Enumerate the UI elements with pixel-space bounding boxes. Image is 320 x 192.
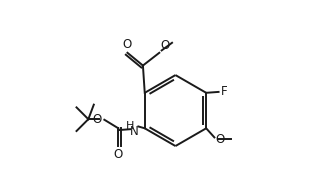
Text: H: H — [125, 121, 134, 131]
Text: O: O — [122, 38, 131, 51]
Text: O: O — [216, 133, 225, 146]
Text: O: O — [114, 148, 123, 161]
Text: N: N — [130, 125, 138, 137]
Text: O: O — [92, 113, 102, 126]
Text: F: F — [221, 85, 228, 98]
Text: O: O — [160, 39, 170, 52]
